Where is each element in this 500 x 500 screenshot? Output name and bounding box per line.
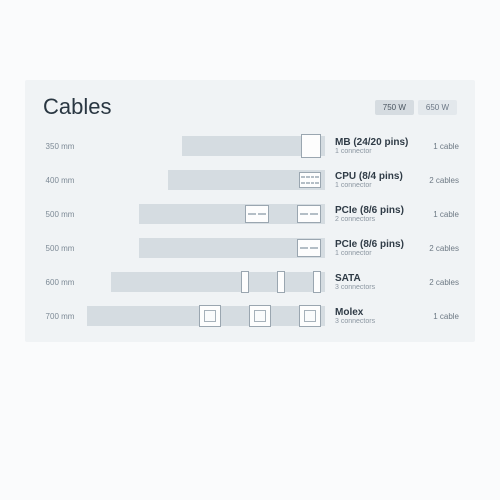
- cable-row: 500 mm PCIe (8/6 pins)2 connectors1 cable: [33, 198, 467, 230]
- cable-bar: [87, 300, 325, 332]
- cable-bar: [87, 232, 325, 264]
- cables-panel: Cables 750 W650 W 350 mmMB (24/20 pins)1…: [25, 80, 475, 342]
- cpu-connector-icon: [299, 172, 321, 188]
- cable-row: 350 mm MB (24/20 pins)1 connector1 cable: [33, 130, 467, 162]
- connector-group: [199, 305, 325, 327]
- connector-group: [301, 134, 325, 158]
- cable-row: 700 mm Molex3 connectors1 cable: [33, 300, 467, 332]
- pcie-connector-icon: [245, 205, 269, 223]
- cable-bar: [87, 164, 325, 196]
- page-title: Cables: [43, 94, 111, 120]
- molex-connector-icon: [299, 305, 321, 327]
- cable-bar: [87, 266, 325, 298]
- connector-count-label: 3 connectors: [335, 284, 421, 292]
- cable-info: PCIe (8/6 pins)1 connector: [325, 239, 421, 258]
- connector-count-label: 1 connector: [335, 148, 421, 156]
- cable-length: 350 mm: [33, 142, 87, 151]
- cable-count: 1 cable: [421, 312, 467, 321]
- cable-name: SATA: [335, 273, 421, 284]
- molex-connector-icon: [199, 305, 221, 327]
- cable-name: PCIe (8/6 pins): [335, 239, 421, 250]
- sata-connector-icon: [313, 271, 321, 293]
- cable-name: PCIe (8/6 pins): [335, 205, 421, 216]
- cable-length: 600 mm: [33, 278, 87, 287]
- cable-name: CPU (8/4 pins): [335, 171, 421, 182]
- cable-count: 2 cables: [421, 176, 467, 185]
- canvas: Cables 750 W650 W 350 mmMB (24/20 pins)1…: [0, 0, 500, 500]
- cable-info: Molex3 connectors: [325, 307, 421, 326]
- connector-group: [299, 172, 325, 188]
- cable-count: 2 cables: [421, 244, 467, 253]
- cable-count: 2 cables: [421, 278, 467, 287]
- cable-bar: [87, 130, 325, 162]
- connector-group: [297, 239, 325, 257]
- cable-name: Molex: [335, 307, 421, 318]
- cable-bar: [87, 198, 325, 230]
- connector-count-label: 1 connector: [335, 250, 421, 258]
- cable-info: PCIe (8/6 pins)2 connectors: [325, 205, 421, 224]
- cable-row: 600 mm SATA3 connectors2 cables: [33, 266, 467, 298]
- cable-length: 700 mm: [33, 312, 87, 321]
- cable-rows: 350 mmMB (24/20 pins)1 connector1 cable4…: [25, 130, 475, 332]
- tab-650w[interactable]: 650 W: [418, 100, 457, 115]
- pcie-connector-icon: [297, 205, 321, 223]
- tab-750w[interactable]: 750 W: [375, 100, 414, 115]
- cable-row: 400 mm CPU (8/4 pins)1 connector2 cables: [33, 164, 467, 196]
- cable-name: MB (24/20 pins): [335, 137, 421, 148]
- cable-length: 500 mm: [33, 244, 87, 253]
- sata-connector-icon: [241, 271, 249, 293]
- connector-count-label: 1 connector: [335, 182, 421, 190]
- cable-length: 400 mm: [33, 176, 87, 185]
- cable-info: CPU (8/4 pins)1 connector: [325, 171, 421, 190]
- cable-count: 1 cable: [421, 210, 467, 219]
- connector-group: [241, 271, 325, 293]
- cable-info: MB (24/20 pins)1 connector: [325, 137, 421, 156]
- header-row: Cables 750 W 650 W: [25, 94, 475, 130]
- sata-connector-icon: [277, 271, 285, 293]
- molex-connector-icon: [249, 305, 271, 327]
- cable-row: 500 mm PCIe (8/6 pins)1 connector2 cables: [33, 232, 467, 264]
- cable-info: SATA3 connectors: [325, 273, 421, 292]
- pcie-connector-icon: [297, 239, 321, 257]
- connector-count-label: 3 connectors: [335, 318, 421, 326]
- wattage-tabs: 750 W 650 W: [375, 100, 457, 115]
- mb-connector-icon: [301, 134, 321, 158]
- cable-count: 1 cable: [421, 142, 467, 151]
- cable-length: 500 mm: [33, 210, 87, 219]
- connector-count-label: 2 connectors: [335, 216, 421, 224]
- connector-group: [245, 205, 325, 223]
